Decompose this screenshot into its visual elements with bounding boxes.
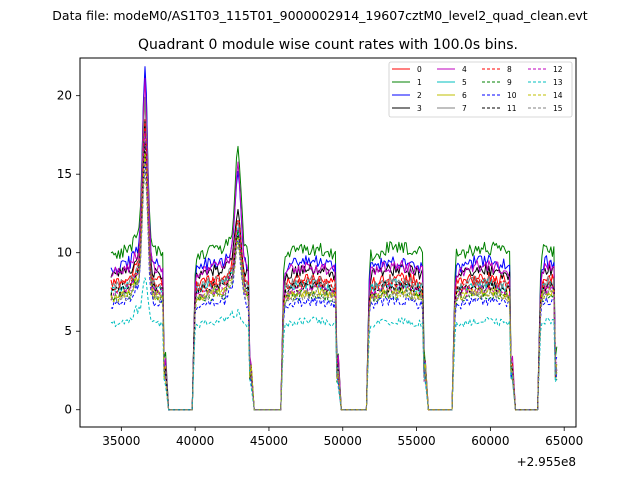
legend-label: 10 <box>507 91 517 100</box>
legend-label: 11 <box>507 104 517 113</box>
y-tick-label: 10 <box>57 246 72 260</box>
suptitle: Data file: modeM0/AS1T03_115T01_90000029… <box>52 8 587 23</box>
legend-label: 9 <box>507 78 512 87</box>
y-tick-label: 5 <box>64 324 72 338</box>
x-axis: 35000 40000 45000 50000 55000 60000 65000 <box>102 427 583 448</box>
legend-label: 7 <box>462 104 467 113</box>
x-tick-label: 65000 <box>545 434 583 448</box>
legend-label: 2 <box>417 91 422 100</box>
legend-label: 6 <box>462 91 467 100</box>
x-tick-label: 55000 <box>397 434 435 448</box>
chart-title: Quadrant 0 module wise count rates with … <box>138 37 518 53</box>
series-layer <box>110 66 558 411</box>
legend-label: 0 <box>417 65 422 74</box>
plot-frame <box>79 57 577 428</box>
legend-label: 15 <box>553 104 563 113</box>
series-line-15 <box>110 170 558 411</box>
y-tick-label: 15 <box>57 167 72 181</box>
legend-label: 8 <box>507 65 512 74</box>
x-tick-label: 60000 <box>471 434 509 448</box>
legend-label: 3 <box>417 104 422 113</box>
x-tick-label: 50000 <box>324 434 362 448</box>
y-axis: 0 5 10 15 20 <box>57 89 80 417</box>
legend-label: 12 <box>553 65 563 74</box>
x-offset-label: +2.955e8 <box>517 455 576 469</box>
legend-label: 14 <box>553 91 563 100</box>
x-tick-label: 45000 <box>250 434 288 448</box>
x-tick-label: 35000 <box>102 434 140 448</box>
x-tick-label: 40000 <box>176 434 214 448</box>
legend-label: 1 <box>417 78 422 87</box>
legend-frame <box>388 61 573 118</box>
y-tick-label: 0 <box>64 403 72 417</box>
legend-label: 5 <box>462 78 467 87</box>
legend-label: 13 <box>553 78 563 87</box>
y-tick-label: 20 <box>57 89 72 103</box>
legend-label: 4 <box>462 65 467 74</box>
